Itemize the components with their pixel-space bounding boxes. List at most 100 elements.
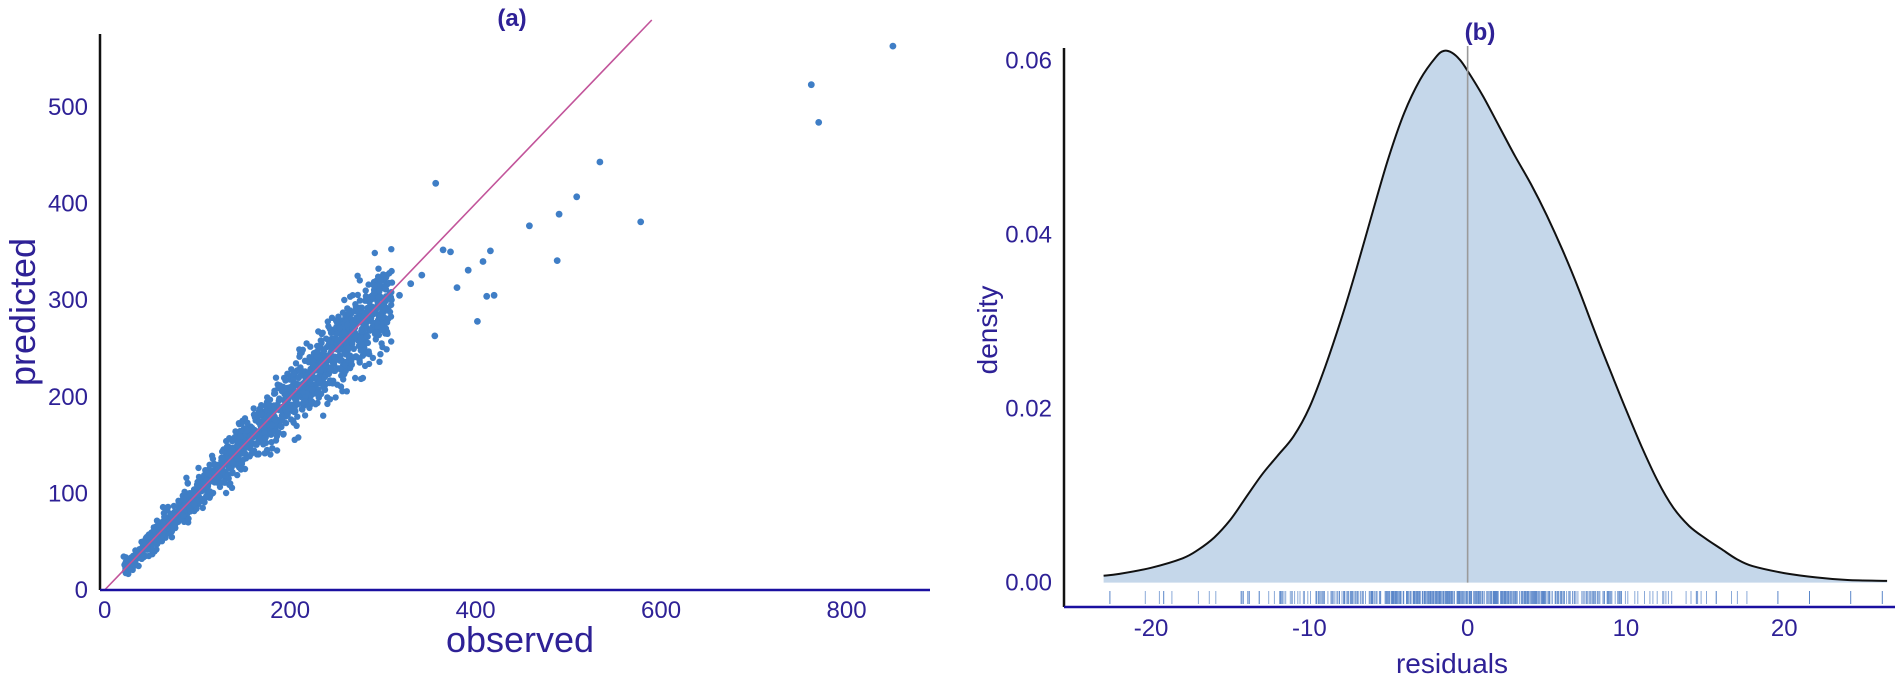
scatter-point (206, 488, 214, 495)
scatter-point (228, 459, 236, 466)
scatter-point (333, 330, 340, 337)
scatter-point (364, 339, 372, 347)
scatter-point (301, 412, 309, 419)
scatter-point (219, 468, 226, 476)
scatter-point (175, 498, 182, 506)
scatter-point (195, 491, 202, 498)
scatter-point (227, 480, 234, 487)
scatter-point (337, 365, 344, 372)
y-axis-label-a: predicted (2, 238, 43, 386)
scatter-point (209, 455, 217, 463)
scatter-point (223, 444, 230, 451)
scatter-point (140, 539, 148, 547)
y-tick-label: 0 (75, 577, 88, 604)
scatter-point (479, 258, 487, 265)
scatter-point (315, 328, 322, 335)
chart-b-title: (b) (1465, 19, 1496, 46)
y-tick-label: 0.04 (1005, 222, 1052, 249)
scatter-point (255, 450, 262, 457)
scatter-point (375, 294, 382, 301)
scatter-point (262, 434, 269, 442)
scatter-point (295, 374, 302, 381)
y-tick-label: 200 (48, 384, 88, 411)
scatter-point (299, 346, 306, 353)
scatter-point (164, 503, 172, 511)
scatter-point (206, 461, 213, 468)
scatter-point (526, 222, 533, 230)
scatter-point (278, 416, 286, 423)
scatter-point (235, 448, 242, 456)
x-tick-label: 10 (1613, 615, 1640, 642)
scatter-point (371, 249, 378, 257)
scatter-point (294, 401, 302, 408)
scatter-point (177, 505, 185, 512)
scatter-point (328, 344, 335, 351)
scatter-point (294, 413, 301, 420)
scatter-point (573, 193, 581, 201)
scatter-point (324, 394, 331, 401)
scatter-point (315, 394, 322, 401)
x-axis-label-a: observed (446, 619, 594, 660)
scatter-point (490, 291, 498, 299)
scatter-point (483, 292, 491, 300)
scatter-point (244, 426, 251, 434)
scatter-point (219, 448, 226, 455)
scatter-point (357, 375, 365, 383)
scatter-point (350, 345, 357, 352)
scatter-point (280, 430, 287, 438)
scatter-point (365, 348, 372, 355)
scatter-point (237, 433, 244, 440)
scatter-point (338, 372, 345, 379)
scatter-point (287, 384, 294, 391)
scatter-point (464, 266, 472, 274)
scatter-point (354, 291, 361, 299)
scatter-point (256, 405, 264, 412)
scatter-point (214, 467, 221, 475)
scatter-point (356, 277, 363, 284)
scatter-point (187, 508, 194, 515)
scatter-point (302, 398, 309, 405)
scatter-point (344, 321, 351, 328)
x-tick-label: 0 (1461, 615, 1474, 642)
scatter-point (384, 330, 391, 337)
scatter-point (379, 343, 386, 351)
scatter-point (184, 479, 191, 487)
scatter-point (261, 429, 268, 436)
scatter-point (334, 336, 341, 344)
scatter-point (180, 496, 187, 503)
scatter-point (334, 381, 341, 388)
scatter-point (185, 515, 192, 522)
scatter-point (308, 398, 315, 405)
scatter-point (168, 534, 176, 541)
y-tick-label: 500 (48, 94, 88, 121)
scatter-point (190, 500, 198, 508)
scatter-point (327, 366, 335, 373)
scatter-point (293, 422, 300, 429)
scatter-point (131, 562, 139, 569)
scatter-point (120, 553, 127, 560)
y-tick-label: 0.00 (1005, 570, 1052, 597)
scatter-point (268, 422, 276, 429)
scatter-point (309, 361, 317, 369)
scatter-point (159, 503, 167, 511)
scatter-point (307, 377, 314, 385)
scatter-point (341, 350, 349, 358)
scatter-point (222, 489, 230, 497)
scatter-point (358, 325, 365, 333)
scatter-point (253, 441, 260, 448)
scatter-point (381, 304, 388, 311)
scatter-point (363, 334, 370, 341)
scatter-point (336, 325, 343, 332)
scatter-point (241, 450, 249, 457)
scatter-point (356, 356, 363, 364)
scatter-point (264, 394, 271, 401)
scatter-point (241, 465, 249, 473)
scatter-point (138, 554, 145, 561)
scatter-point (294, 393, 301, 400)
scatter-point (234, 471, 241, 479)
scatter-point (343, 388, 350, 395)
x-tick-label: 400 (456, 597, 496, 624)
scatter-point (268, 439, 275, 446)
scatter-point (387, 295, 394, 303)
y-tick-label: 0.06 (1005, 47, 1052, 74)
